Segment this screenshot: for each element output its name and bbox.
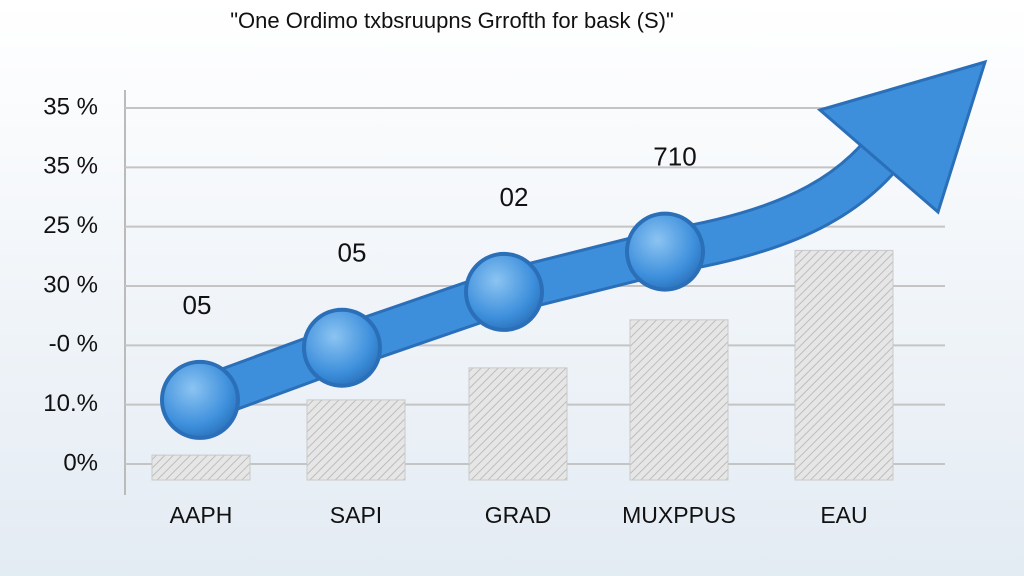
x-tick-label: EAU: [820, 502, 867, 528]
annotation: 710: [653, 141, 696, 171]
line-point: [625, 211, 705, 292]
chart-title: "One Ordimo txbsruupns Grrofth for bask …: [230, 8, 674, 33]
line-point: [464, 251, 544, 332]
line: [193, 232, 670, 419]
x-tick-label: SAPI: [330, 502, 382, 528]
x-tick-label: AAPH: [170, 502, 233, 528]
y-tick-label: 0%: [63, 449, 98, 476]
y-tick-label: 10.%: [43, 390, 98, 417]
y-tick-label: 35 %: [43, 93, 98, 120]
bar: [794, 249, 894, 481]
annotation: 05: [183, 290, 212, 320]
y-tick-label: 35 %: [43, 153, 98, 180]
x-tick-label: GRAD: [485, 502, 551, 528]
annotation: 02: [500, 182, 529, 212]
bar: [629, 319, 729, 481]
y-tick-label: 30 %: [43, 271, 98, 298]
bar: [468, 367, 568, 481]
annotation: 05: [338, 238, 367, 268]
bar: [306, 399, 406, 481]
y-tick-label: -0 %: [49, 331, 98, 358]
bar: [151, 454, 251, 481]
x-tick-label: MUXPPUS: [622, 502, 736, 528]
y-tick-label: 25 %: [43, 212, 98, 239]
line-point: [302, 307, 382, 388]
line-point: [160, 359, 240, 440]
arrow-head: [816, 59, 988, 215]
